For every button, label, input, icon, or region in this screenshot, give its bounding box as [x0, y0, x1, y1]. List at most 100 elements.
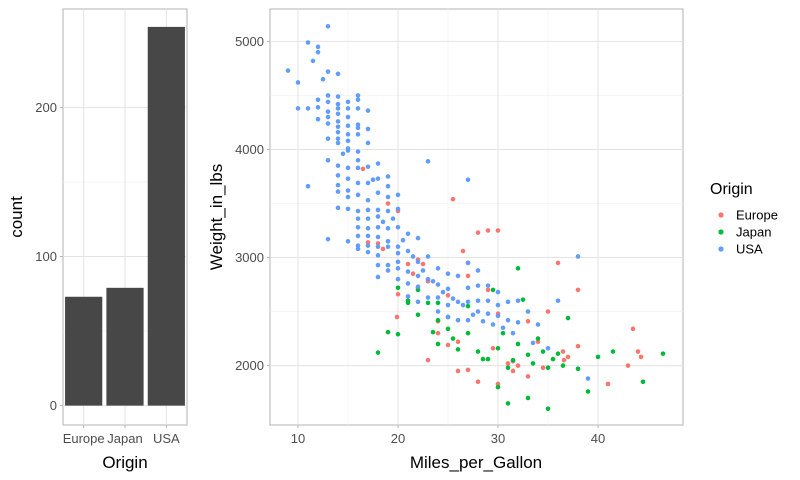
scatter-point [385, 262, 391, 268]
legend-label-europe: Europe [736, 208, 778, 223]
bar-usa [147, 26, 185, 406]
scatter-point [345, 138, 351, 144]
scatter-point [455, 368, 461, 374]
scatter-point [355, 192, 361, 198]
scatter-point [375, 176, 381, 181]
scatter-point [335, 182, 341, 188]
scatter-series-usa [285, 23, 591, 381]
scatter-point [320, 76, 326, 82]
scatter-point [440, 289, 446, 295]
scatter-point [325, 121, 331, 126]
scatter-point [375, 274, 381, 280]
scatter-point [460, 248, 466, 254]
scatter-point [515, 363, 521, 368]
scatter-point [485, 311, 491, 317]
scatter-point [385, 208, 391, 214]
scatter-point [465, 285, 471, 291]
scatter-point [375, 190, 381, 195]
scatter-point [340, 151, 346, 157]
scatter-point [565, 315, 571, 321]
scatter-point [485, 356, 491, 362]
scatter-point [365, 197, 371, 203]
scatter-point [355, 208, 361, 214]
scatter-point [475, 230, 481, 235]
scatter-point [560, 349, 566, 354]
legend-entry-japan: Japan [718, 225, 771, 240]
scatter-point [385, 194, 391, 200]
scatter-point [325, 69, 331, 74]
scatter-point [450, 196, 456, 202]
scatter-point [525, 352, 531, 358]
bar-y-ticks: 0 100 200 [35, 100, 63, 413]
scatter-point [375, 244, 381, 250]
scatter-y-tick-label: 3000 [235, 250, 264, 265]
scatter-point [435, 317, 441, 323]
scatter-point [415, 284, 421, 289]
scatter-point [585, 389, 591, 394]
scatter-point [375, 262, 381, 268]
scatter-point [610, 349, 616, 354]
scatter-point [310, 58, 316, 64]
scatter-point [505, 365, 511, 371]
scatter-point [365, 243, 371, 248]
scatter-point [325, 236, 331, 242]
scatter-point [595, 354, 601, 360]
scatter-point [525, 309, 531, 314]
scatter-point [490, 345, 496, 351]
scatter-point [315, 116, 321, 122]
scatter-point [415, 259, 421, 265]
scatter-point [410, 271, 416, 277]
scatter-point [365, 108, 371, 113]
scatter-point [485, 228, 491, 233]
scatter-point [565, 354, 571, 360]
scatter-point [420, 261, 426, 267]
scatter-point [405, 269, 411, 274]
scatter-point [515, 266, 521, 271]
bar-y-tick-label: 100 [35, 249, 57, 264]
scatter-point [455, 339, 461, 345]
scatter-point [335, 106, 341, 111]
scatter-point [455, 347, 461, 352]
scatter-series-japan [375, 266, 666, 412]
scatter-point [435, 330, 441, 336]
bar-x-tick-label: USA [153, 431, 180, 446]
scatter-point [450, 296, 456, 301]
scatter-y-tick-label: 2000 [235, 358, 264, 373]
scatter-point [285, 68, 291, 73]
scatter-point [525, 395, 531, 401]
scatter-point [345, 99, 351, 105]
scatter-point [375, 253, 381, 258]
scatter-point [435, 341, 441, 347]
scatter-point [390, 216, 396, 221]
legend-title: Origin [710, 181, 753, 198]
scatter-point [470, 312, 476, 318]
scatter-point [395, 244, 401, 250]
scatter-point [550, 356, 556, 362]
scatter-point [325, 99, 331, 105]
scatter-point [355, 125, 361, 131]
scatter-point [365, 140, 371, 146]
scatter-point [375, 214, 381, 219]
scatter-point [455, 317, 461, 323]
scatter-point [495, 289, 501, 295]
scatter-point [445, 326, 451, 332]
scatter-point [530, 340, 536, 346]
scatter-point [465, 299, 471, 305]
bar-y-tick-label: 0 [50, 398, 57, 413]
scatter-point [545, 406, 551, 412]
legend-entry-usa: USA [718, 242, 763, 257]
scatter-point [425, 254, 431, 259]
scatter-point [490, 287, 496, 293]
scatter-point [430, 329, 436, 335]
scatter-point [505, 317, 511, 323]
scatter-point [475, 349, 481, 354]
scatter-point [335, 163, 341, 168]
scatter-point [345, 114, 351, 120]
scatter-point [335, 173, 341, 178]
scatter-point [365, 164, 371, 170]
scatter-point [355, 122, 361, 127]
scatter-point [490, 322, 496, 327]
scatter-point [430, 278, 436, 284]
scatter-point [335, 94, 341, 99]
